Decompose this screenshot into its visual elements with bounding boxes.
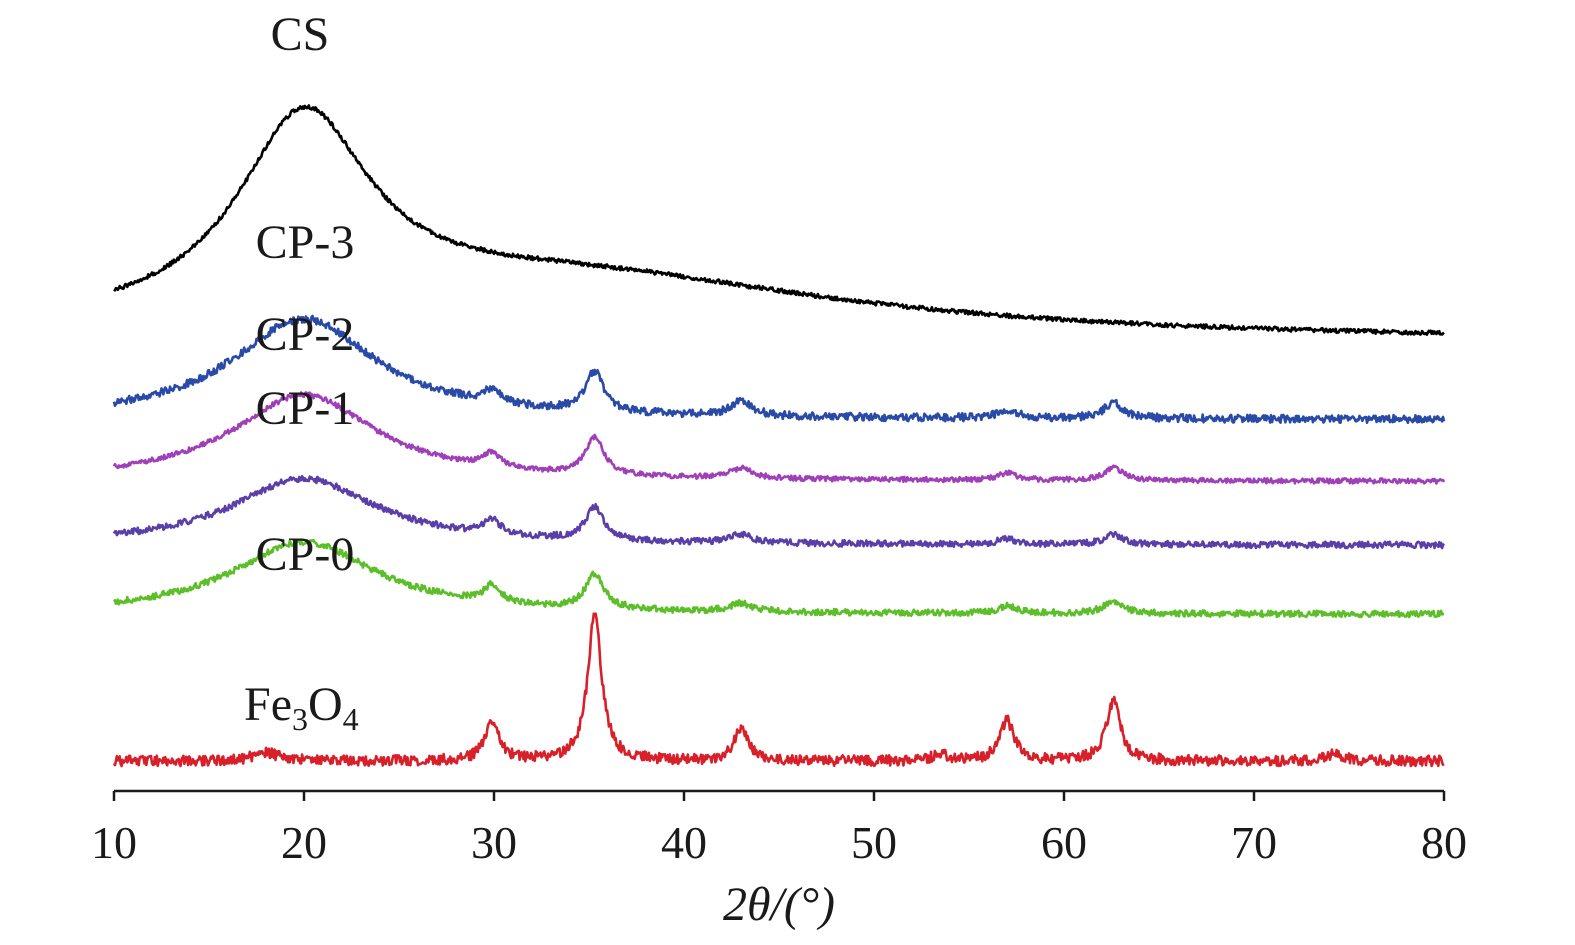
trace-fe3o4 <box>112 612 1445 768</box>
x-tick-label: 50 <box>851 817 897 868</box>
series-label-cp-3: CP-3 <box>256 216 355 269</box>
x-tick-label: 40 <box>661 817 707 868</box>
series-label-cp-1: CP-1 <box>256 382 355 435</box>
x-tick-label: 20 <box>281 817 327 868</box>
trace-cp-0 <box>112 538 1445 619</box>
series-label-cp-0: CP-0 <box>256 528 355 581</box>
series-label-cs: CS <box>271 8 330 61</box>
traces-group <box>112 104 1446 768</box>
trace-cp-3 <box>112 314 1446 425</box>
trace-cp-1 <box>112 474 1446 550</box>
x-axis-ticks: 10 20 30 40 50 60 70 80 <box>91 791 1467 868</box>
series-labels: CS CP-3 CP-2 CP-1 CP-0 Fe3O4 <box>244 8 359 737</box>
x-tick-label: 60 <box>1041 817 1087 868</box>
x-tick-label: 80 <box>1421 817 1467 868</box>
x-tick-label: 70 <box>1231 817 1277 868</box>
series-label-fe3o4: Fe3O4 <box>244 678 359 737</box>
trace-cs <box>113 104 1445 336</box>
x-axis-label: 2θ/(°) <box>723 878 835 931</box>
x-tick-label: 10 <box>91 817 137 868</box>
trace-cp-2 <box>112 391 1446 485</box>
x-tick-label: 30 <box>471 817 517 868</box>
series-label-cp-2: CP-2 <box>256 308 355 361</box>
